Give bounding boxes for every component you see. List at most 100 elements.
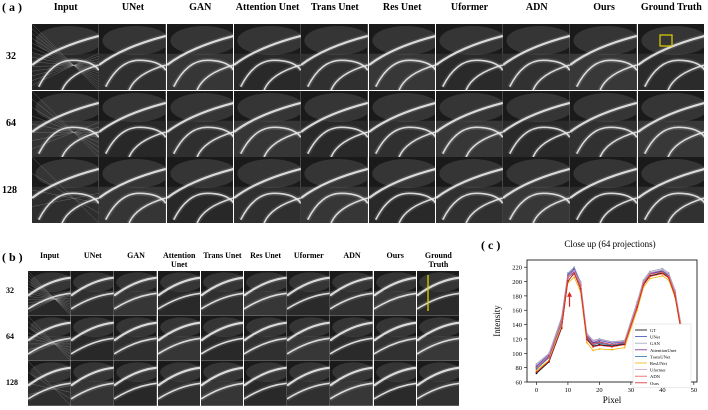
data-point-adn xyxy=(661,271,664,274)
data-point-ours xyxy=(548,360,550,363)
data-point-resunet xyxy=(592,349,595,352)
annotation-arrow-head xyxy=(567,291,572,297)
x-tick-label: 50 xyxy=(691,387,698,394)
ct-image-a-adn-32 xyxy=(503,24,570,91)
ct-image-a-unet-128 xyxy=(99,157,167,224)
ct-image-a-uformer-32 xyxy=(435,24,503,91)
x-tick-label: 10 xyxy=(565,387,572,394)
panel-a-header-input: Input xyxy=(53,2,78,13)
chart-title: Close up (64 projections) xyxy=(564,239,656,249)
panel-b-header-attention-unet: Attention Unet xyxy=(162,251,196,269)
data-point-ours xyxy=(598,344,601,347)
y-axis-label: Intensity xyxy=(492,305,502,337)
legend-label-uformer: Uformer xyxy=(650,368,666,373)
x-tick-label: 30 xyxy=(628,387,635,394)
ct-image-a-input-128 xyxy=(32,157,99,224)
x-tick-label: 0 xyxy=(535,387,538,394)
ct-image-b-gan-64 xyxy=(114,316,158,361)
ct-image-b-adn-64 xyxy=(330,316,374,361)
panel-a-header-adn: ADN xyxy=(525,2,548,13)
ct-image-b-ground-truth-64 xyxy=(416,316,460,361)
panel-a-row-label-64: 64 xyxy=(6,117,16,129)
panel-c-label: ( c ) xyxy=(481,238,501,252)
data-point-uformer xyxy=(648,272,651,274)
ct-image-a-attention-unet-32 xyxy=(233,24,301,91)
ct-image-a-unet-32 xyxy=(99,24,167,91)
panel-a-header-uformer: Uformer xyxy=(450,2,489,13)
data-point-uformer xyxy=(535,363,538,366)
ct-image-a-uformer-64 xyxy=(435,90,503,157)
data-point-adn xyxy=(579,284,582,287)
ct-image-b-uformer-128 xyxy=(287,361,330,407)
data-point-ours xyxy=(567,279,569,282)
y-tick-label: 220 xyxy=(512,265,522,272)
legend-label-unet: UNet xyxy=(650,335,661,340)
data-point-ours xyxy=(579,287,582,290)
data-point-gan xyxy=(567,272,569,274)
panel-b-header-adn: ADN xyxy=(343,251,361,260)
ct-image-a-input-32 xyxy=(32,24,99,91)
data-point-adn xyxy=(611,343,613,346)
data-point-transunet xyxy=(535,368,538,370)
ct-image-b-trans-unet-32 xyxy=(200,271,244,316)
data-point-ours xyxy=(560,326,563,329)
data-point-ours xyxy=(674,294,676,297)
ct-image-b-gan-32 xyxy=(114,271,158,316)
data-point-ours xyxy=(611,345,613,348)
ct-image-a-ours-64 xyxy=(570,90,638,157)
data-point-resunet xyxy=(611,348,613,351)
ct-image-b-ours-128 xyxy=(373,361,417,407)
y-tick-label: 80 xyxy=(516,365,523,372)
legend-label-resunet: ResUNet xyxy=(650,361,668,366)
data-point-resunet xyxy=(573,276,576,279)
panel-b-label: ( b ) xyxy=(2,250,23,264)
ct-image-b-ours-32 xyxy=(373,271,417,316)
ct-image-b-input-128 xyxy=(28,361,71,407)
data-point-resunet xyxy=(623,346,626,349)
ct-image-a-trans-unet-64 xyxy=(301,90,368,157)
data-point-adn xyxy=(592,343,595,345)
y-tick-label: 200 xyxy=(512,279,522,286)
data-point-gt xyxy=(535,372,538,375)
panel-b-header-uformer: Uformer xyxy=(293,251,324,260)
panel-b-header-input: Input xyxy=(40,251,60,260)
data-point-gan xyxy=(661,267,664,270)
data-point-ours xyxy=(623,343,626,346)
ct-image-b-unet-64 xyxy=(71,316,114,361)
ct-image-b-adn-128 xyxy=(330,361,374,407)
data-point-uformer xyxy=(667,273,670,276)
ct-image-a-adn-128 xyxy=(503,157,570,224)
ct-image-a-gan-32 xyxy=(166,24,234,91)
data-point-adn xyxy=(548,355,550,358)
panel-a-header-ours: Ours xyxy=(593,2,615,13)
legend-label-transunet: TransUNet xyxy=(650,354,671,359)
ct-image-a-trans-unet-32 xyxy=(301,24,368,91)
panel-b-header-trans-unet: Trans Unet xyxy=(203,251,242,260)
ct-image-a-ground-truth-64 xyxy=(637,90,705,157)
ct-image-b-input-64 xyxy=(28,316,71,361)
ct-image-a-trans-unet-128 xyxy=(301,157,368,224)
panel-a-header-gan: GAN xyxy=(189,2,212,13)
panel-a-row-label-32: 32 xyxy=(6,51,16,63)
data-point-adn xyxy=(535,366,538,369)
panel-b-header-ours: Ours xyxy=(386,251,404,260)
data-point-resunet xyxy=(585,341,588,344)
panel-a-row-label-128: 128 xyxy=(2,184,17,196)
data-point-uformer xyxy=(592,340,595,342)
ct-image-b-attention-unet-128 xyxy=(157,361,201,407)
ct-image-b-res-unet-64 xyxy=(244,316,287,361)
ct-image-b-ground-truth-128 xyxy=(416,361,460,407)
ct-image-b-ground-truth-32 xyxy=(416,271,460,316)
data-point-uformer xyxy=(661,269,664,271)
panel-a-label: ( a ) xyxy=(2,0,22,14)
ct-image-a-attention-unet-128 xyxy=(233,157,301,224)
ct-image-b-input-32 xyxy=(28,271,71,316)
ct-image-b-trans-unet-128 xyxy=(200,361,244,407)
data-point-ours xyxy=(667,277,670,279)
data-point-uformer xyxy=(611,341,613,344)
data-point-uformer xyxy=(598,338,601,341)
y-tick-label: 160 xyxy=(512,308,522,315)
ct-image-a-ours-32 xyxy=(570,24,638,91)
data-point-adn xyxy=(598,341,601,344)
panel-b-row-label-32: 32 xyxy=(6,286,14,295)
